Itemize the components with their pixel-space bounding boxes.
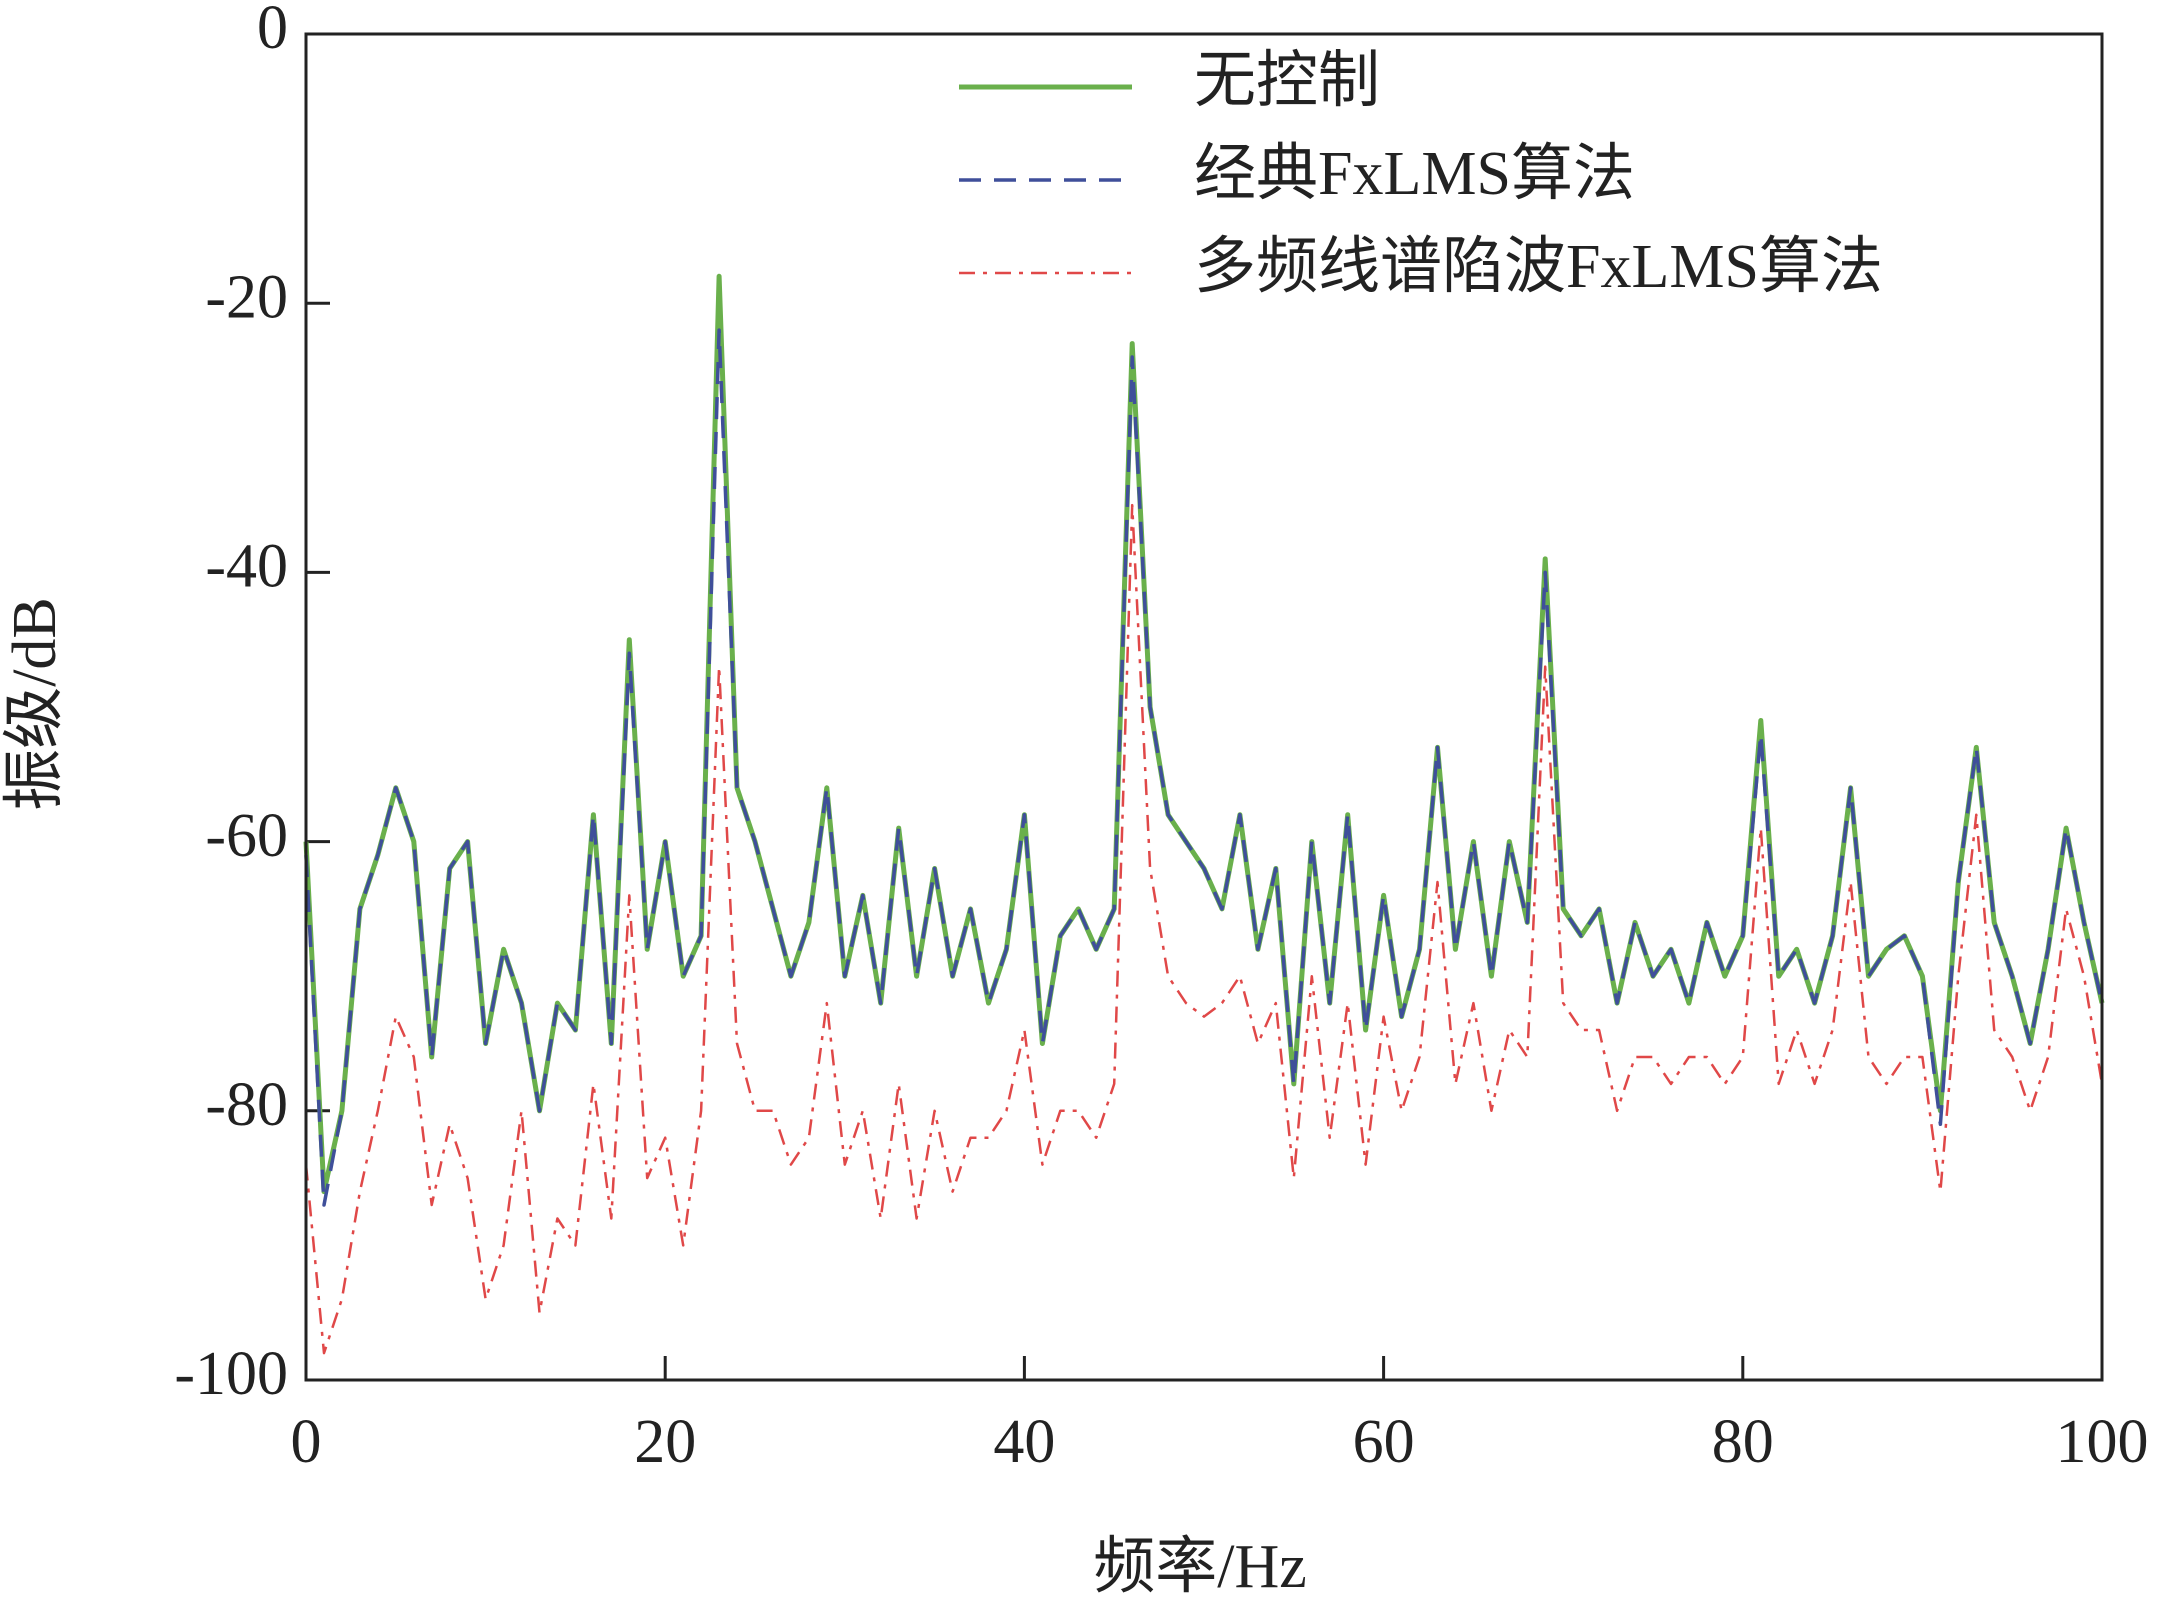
x-tick-label: 100 xyxy=(2056,1408,2149,1476)
y-tick-label: -80 xyxy=(205,1071,288,1139)
y-tick-label: -60 xyxy=(205,802,288,870)
x-tick-label: 20 xyxy=(634,1408,696,1476)
y-tick-label: -100 xyxy=(174,1340,288,1408)
legend-label: 无控制 xyxy=(1194,47,1380,115)
series-line xyxy=(303,273,2105,1195)
x-tick-label: 60 xyxy=(1353,1408,1415,1476)
y-axis-label: 振级/dB xyxy=(1,597,69,811)
x-axis-label: 频率/Hz xyxy=(1093,1533,1307,1601)
y-tick-label: -40 xyxy=(205,533,288,601)
y-tick-label: -20 xyxy=(205,263,288,331)
series-line xyxy=(304,503,2104,1355)
x-tick-label: 40 xyxy=(993,1408,1055,1476)
y-tick-label: 0 xyxy=(257,0,288,62)
series-line xyxy=(304,328,2104,1207)
plot-frame xyxy=(304,32,2104,1382)
legend-label: 多频线谱陷波FxLMS算法 xyxy=(1194,233,1883,301)
x-tick-label: 80 xyxy=(1712,1408,1774,1476)
legend-label: 经典FxLMS算法 xyxy=(1194,140,1635,208)
x-tick-label: 0 xyxy=(291,1408,322,1476)
